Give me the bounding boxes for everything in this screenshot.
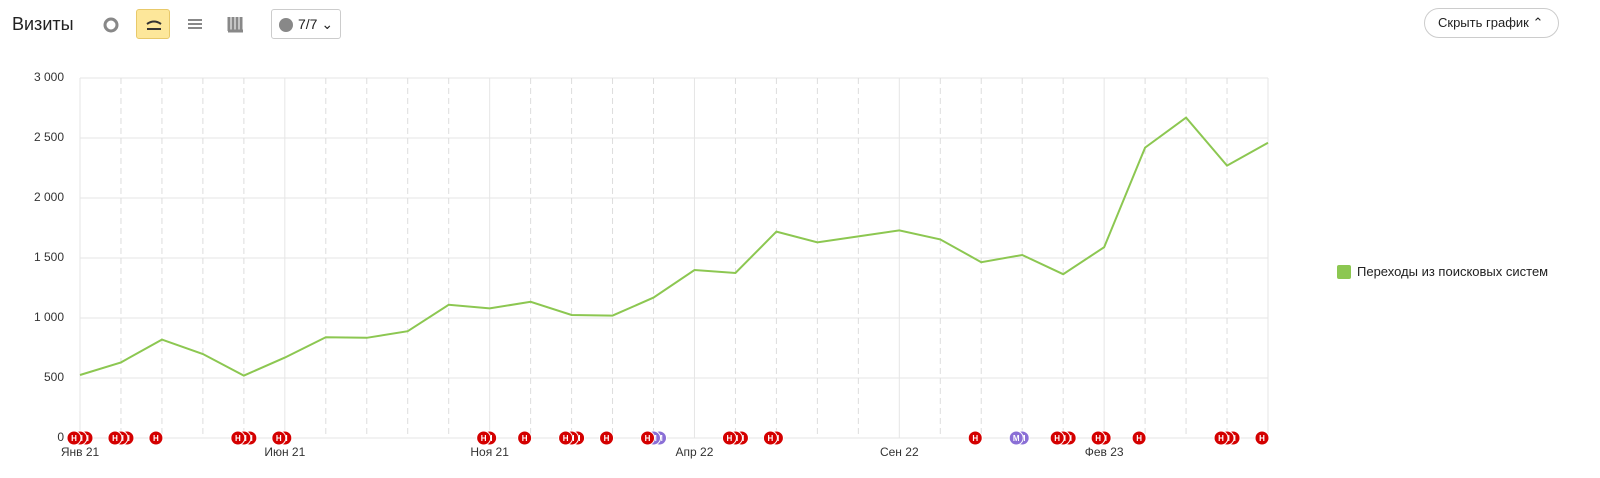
event-marker[interactable]: Н bbox=[967, 430, 983, 446]
event-marker[interactable]: Н bbox=[762, 430, 778, 446]
marker-bubble bbox=[271, 430, 287, 446]
event-marker[interactable]: Н bbox=[599, 430, 615, 446]
event-marker[interactable]: Н bbox=[476, 430, 492, 446]
event-marker[interactable]: Н bbox=[1131, 430, 1147, 446]
event-marker[interactable]: Н bbox=[148, 430, 164, 446]
event-marker[interactable]: Н bbox=[640, 430, 656, 446]
x-tick-label: Фев 23 bbox=[1085, 445, 1124, 459]
line-view-button[interactable] bbox=[136, 9, 170, 39]
marker-bubble bbox=[1008, 430, 1024, 446]
marker-bubble bbox=[517, 430, 533, 446]
view-icons bbox=[103, 17, 119, 33]
event-marker[interactable]: Н bbox=[230, 430, 246, 446]
y-tick-label: 1 500 bbox=[34, 250, 64, 264]
y-tick-label: 0 bbox=[57, 430, 64, 444]
marker-bubble bbox=[967, 430, 983, 446]
marker-label: Н bbox=[563, 434, 569, 443]
marker-bubble bbox=[107, 430, 123, 446]
area-view-button[interactable] bbox=[178, 9, 212, 39]
marker-label: Н bbox=[1136, 434, 1142, 443]
event-marker[interactable]: Н bbox=[107, 430, 123, 446]
marker-bubble bbox=[1213, 430, 1229, 446]
marker-bubble bbox=[230, 430, 246, 446]
event-marker[interactable]: Н bbox=[271, 430, 287, 446]
event-marker[interactable]: Н bbox=[1049, 430, 1065, 446]
event-marker[interactable]: Н bbox=[66, 430, 82, 446]
marker-label: Н bbox=[1054, 434, 1060, 443]
marker-label: Н bbox=[481, 434, 487, 443]
marker-bubble bbox=[1131, 430, 1147, 446]
x-tick-label: Янв 21 bbox=[61, 445, 100, 459]
hide-chart-button[interactable]: Скрыть график ⌃ bbox=[1424, 8, 1559, 38]
marker-bubble bbox=[721, 430, 737, 446]
marker-bubble bbox=[1254, 430, 1270, 446]
marker-bubble bbox=[640, 430, 656, 446]
marker-bubble bbox=[476, 430, 492, 446]
marker-label: Н bbox=[972, 434, 978, 443]
marker-bubble bbox=[1049, 430, 1065, 446]
y-tick-label: 2 500 bbox=[34, 130, 64, 144]
legend-check[interactable] bbox=[1337, 264, 1351, 279]
hide-chart-label: Скрыть график bbox=[1438, 15, 1529, 30]
y-tick-label: 2 000 bbox=[34, 190, 64, 204]
marker-label: Н bbox=[727, 434, 733, 443]
x-tick-label: Ноя 21 bbox=[470, 445, 509, 459]
notes-dropdown[interactable]: 7/7 ⌄ bbox=[271, 9, 341, 39]
marker-label: Н bbox=[645, 434, 651, 443]
event-marker[interactable]: М bbox=[1008, 430, 1024, 446]
pie-icon[interactable] bbox=[103, 17, 119, 33]
event-marker[interactable]: Н bbox=[558, 430, 574, 446]
notes-count: 7/7 bbox=[298, 16, 318, 32]
marker-label: Н bbox=[1218, 434, 1224, 443]
x-tick-label: Апр 22 bbox=[676, 445, 714, 459]
marker-bubble bbox=[599, 430, 615, 446]
marker-bubble bbox=[1090, 430, 1106, 446]
y-tick-label: 3 000 bbox=[34, 70, 64, 84]
chart: 0 500 1 000 1 500 2 000 2 500 3 000 Янв 21 Июн 2… bbox=[34, 70, 1270, 459]
series-line bbox=[79, 116, 1269, 377]
marker-label: Н bbox=[153, 434, 159, 443]
event-marker[interactable]: Н bbox=[1090, 430, 1106, 446]
marker-bubble bbox=[66, 430, 82, 446]
marker-label: Н bbox=[112, 434, 118, 443]
y-tick-label: 1 000 bbox=[34, 310, 64, 324]
marker-label: М bbox=[1013, 434, 1020, 443]
marker-label: Н bbox=[604, 434, 610, 443]
marker-label: Н bbox=[235, 434, 241, 443]
event-marker[interactable]: Н bbox=[721, 430, 737, 446]
event-marker[interactable]: Н bbox=[1213, 430, 1229, 446]
marker-label: Н bbox=[276, 434, 282, 443]
legend-item[interactable]: Переходы из поисковых систем bbox=[1337, 264, 1548, 279]
marker-label: Н bbox=[1259, 434, 1265, 443]
event-marker[interactable]: Н bbox=[517, 430, 533, 446]
marker-label: Н bbox=[522, 434, 528, 443]
x-tick-label: Июн 21 bbox=[264, 445, 305, 459]
marker-bubble bbox=[762, 430, 778, 446]
marker-label: Н bbox=[1095, 434, 1101, 443]
y-tick-label: 500 bbox=[44, 370, 64, 384]
marker-label: Н bbox=[768, 434, 774, 443]
bar-view-button[interactable] bbox=[219, 9, 253, 39]
legend-label: Переходы из поисковых систем bbox=[1357, 264, 1549, 279]
page-title: Визиты bbox=[12, 14, 74, 34]
event-marker[interactable]: Н bbox=[1254, 430, 1270, 446]
marker-label: Н bbox=[71, 434, 77, 443]
marker-bubble bbox=[148, 430, 164, 446]
marker-bubble bbox=[558, 430, 574, 446]
x-tick-label: Сен 22 bbox=[880, 445, 919, 459]
